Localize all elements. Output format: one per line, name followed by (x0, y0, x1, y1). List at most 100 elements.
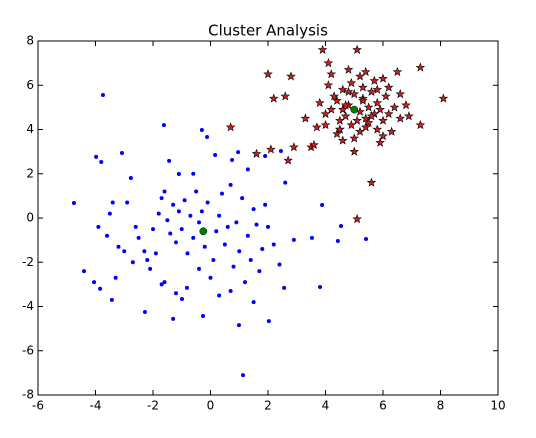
point (260, 246, 265, 251)
point (220, 191, 224, 196)
point (99, 160, 104, 165)
point (105, 233, 109, 238)
point (282, 285, 287, 290)
star-point (337, 84, 348, 94)
star-point (360, 113, 371, 123)
point (162, 280, 167, 285)
star-point (309, 139, 319, 150)
point (225, 224, 230, 229)
point (263, 154, 268, 159)
point (179, 227, 184, 232)
point (194, 189, 199, 194)
point (98, 286, 103, 291)
x-tick-label: -4 (90, 399, 102, 413)
star-point (346, 120, 357, 130)
point (201, 314, 206, 319)
point (96, 224, 101, 229)
point (237, 249, 242, 254)
point (266, 224, 270, 229)
point (320, 202, 325, 207)
point (208, 275, 213, 280)
point (205, 200, 210, 205)
star-point (378, 115, 388, 125)
point (222, 242, 227, 247)
point (211, 258, 216, 263)
star-point (340, 100, 351, 110)
star-point (343, 86, 354, 96)
star-point (225, 122, 236, 132)
star-point (266, 144, 276, 154)
x-tick-label: 4 (322, 399, 330, 413)
point (266, 319, 271, 324)
point (335, 239, 340, 244)
point (191, 171, 196, 176)
point (197, 266, 201, 271)
point (151, 227, 155, 232)
point (283, 180, 288, 185)
point (174, 291, 178, 296)
star-point (386, 126, 397, 136)
y-tick-label: 2 (26, 166, 34, 180)
point (159, 196, 164, 201)
star-point (372, 84, 383, 94)
point (156, 211, 161, 216)
point (245, 167, 250, 172)
star-point (349, 133, 360, 143)
star-point (320, 120, 331, 130)
x-tick-label: -2 (147, 399, 159, 413)
star-point (286, 71, 296, 81)
star-point (314, 97, 325, 108)
y-tick-label: 8 (26, 34, 34, 48)
point (230, 158, 235, 163)
point (251, 300, 256, 305)
star-point (378, 73, 388, 83)
point (364, 237, 369, 242)
y-tick-label: -8 (22, 388, 34, 402)
point (171, 316, 176, 321)
point (213, 152, 218, 157)
point (248, 258, 253, 263)
star-point (363, 102, 374, 112)
point (318, 285, 323, 290)
point (165, 218, 170, 223)
point (199, 209, 204, 214)
point (142, 249, 147, 254)
star-point (320, 108, 331, 119)
point (214, 229, 219, 234)
star-point (335, 124, 345, 134)
marks (71, 44, 449, 378)
star-point (352, 214, 362, 224)
star-point (372, 97, 383, 108)
y-tick-label: 6 (26, 78, 34, 92)
plot-area (38, 41, 498, 395)
star-point (360, 122, 371, 132)
star-point (375, 137, 385, 147)
star-point (401, 100, 411, 110)
point (107, 211, 112, 216)
point (185, 251, 190, 256)
star-point (323, 58, 334, 68)
point (197, 220, 201, 225)
point (113, 275, 118, 280)
centroid (199, 227, 208, 236)
star-point (415, 120, 426, 130)
point (257, 269, 262, 274)
point (94, 154, 99, 159)
x-tick-label: 10 (490, 399, 505, 413)
star-point (438, 93, 449, 103)
point (92, 280, 97, 285)
x-tick-label: 0 (207, 399, 215, 413)
point (234, 220, 239, 225)
star-point (280, 91, 291, 101)
point (161, 123, 166, 128)
y-tick-label: -4 (22, 299, 34, 313)
point (188, 213, 193, 218)
star-point (323, 80, 334, 90)
point (309, 235, 314, 240)
star-point (263, 69, 273, 79)
star-point (337, 104, 348, 114)
star-point (381, 91, 391, 101)
point (176, 209, 181, 214)
y-tick-label: 0 (26, 211, 34, 225)
